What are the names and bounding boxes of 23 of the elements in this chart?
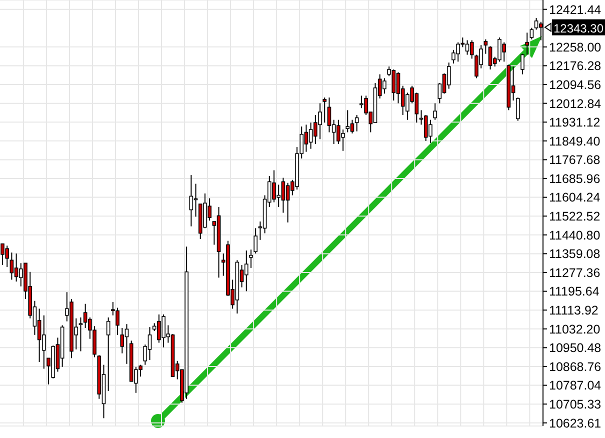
y-tick-label: 12421.44: [549, 2, 602, 17]
y-tick-label: 10868.76: [549, 360, 602, 374]
y-tick-label: 11195.64: [549, 284, 600, 299]
y-tick-label: 10705.33: [549, 398, 602, 412]
y-tick-label: 10623.61: [549, 416, 602, 430]
y-tick-label: 11849.40: [549, 134, 600, 148]
y-tick-label: 11604.24: [549, 190, 600, 205]
y-tick-label: 11277.36: [549, 266, 600, 280]
y-tick-label: 11685.96: [549, 172, 600, 186]
y-tick-label: 11032.20: [549, 322, 600, 336]
y-tick-label: 10787.04: [549, 378, 602, 393]
y-tick-label: 11113.92: [549, 304, 598, 318]
y-tick-label: 12094.56: [549, 78, 602, 92]
y-tick-label: 11767.68: [549, 153, 600, 168]
y-tick-label: 12258.00: [549, 40, 602, 54]
y-tick-label: 11931.12: [549, 116, 600, 130]
y-tick-label: 12012.84: [549, 96, 602, 111]
y-tick-label: 10950.48: [549, 341, 602, 356]
y-tick-label: 11359.08: [549, 247, 600, 262]
y-tick-label: 12176.28: [549, 59, 602, 74]
y-tick-label: 11440.80: [549, 228, 600, 242]
y-tick-label: 11522.52: [549, 210, 600, 224]
text: 12343.30: [553, 21, 604, 36]
